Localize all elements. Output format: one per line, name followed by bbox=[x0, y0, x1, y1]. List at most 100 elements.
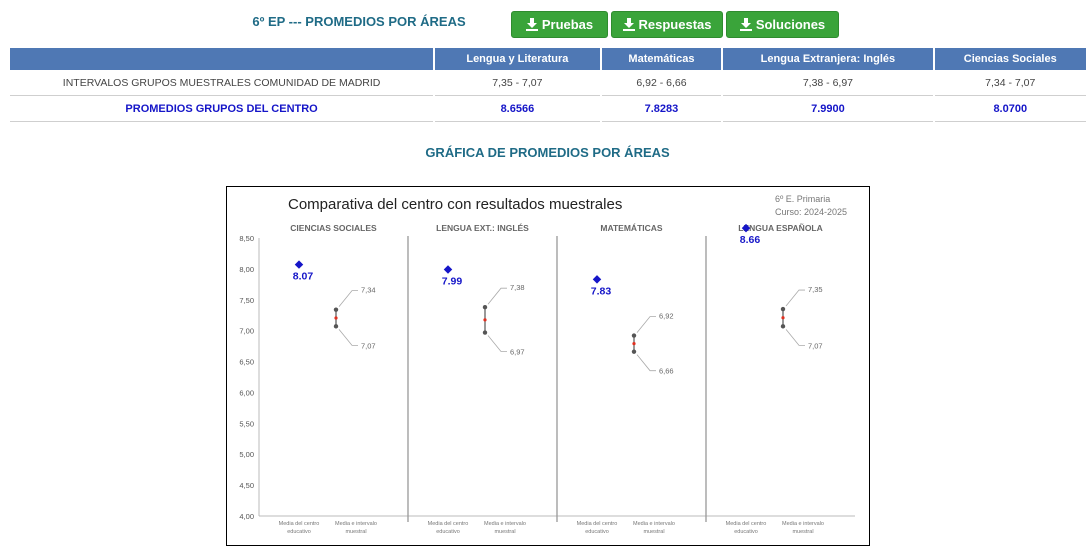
page-title: 6º EP --- PROMEDIOS POR ÁREAS bbox=[252, 14, 466, 29]
y-tick-label: 7,50 bbox=[239, 296, 254, 305]
x-category-label: educativo bbox=[585, 529, 609, 535]
panel-title: LENGUA EXT.: INGLÉS bbox=[436, 223, 529, 233]
respuestas-button[interactable]: Respuestas bbox=[611, 11, 723, 38]
x-category-label: Media del centro bbox=[577, 521, 618, 527]
x-category-label: Media del centro bbox=[428, 521, 469, 527]
panel-title: LENGUA ESPAÑOLA bbox=[738, 223, 823, 233]
x-category-label: muestral bbox=[345, 529, 366, 535]
interval-mean-point bbox=[781, 316, 785, 320]
chart-title: Comparativa del centro con resultados mu… bbox=[288, 196, 622, 213]
table-cell: 7,38 - 6,97 bbox=[723, 70, 933, 96]
y-tick-label: 6,50 bbox=[239, 358, 254, 367]
y-tick-label: 6,00 bbox=[239, 388, 254, 397]
interval-min-label: 6,97 bbox=[510, 348, 525, 357]
centro-value-label: 7.83 bbox=[591, 285, 612, 297]
pruebas-label: Pruebas bbox=[541, 17, 594, 32]
interval-mean-point bbox=[334, 316, 338, 320]
x-category-label: Media e intervalo bbox=[782, 521, 824, 527]
table-cell: 6,92 - 6,66 bbox=[601, 70, 722, 96]
soluciones-label: Soluciones bbox=[755, 17, 826, 32]
centro-marker bbox=[443, 265, 453, 274]
x-category-label: educativo bbox=[734, 529, 758, 535]
header-blank bbox=[10, 48, 434, 70]
interval-max-label: 7,34 bbox=[361, 286, 376, 295]
table-cell: 7.8283 bbox=[601, 96, 722, 122]
min-leader-line bbox=[785, 329, 805, 346]
chart-svg: Comparativa del centro con resultados mu… bbox=[239, 194, 855, 535]
column-header: Lengua Extranjera: Inglés bbox=[723, 48, 933, 70]
x-category-label: educativo bbox=[436, 529, 460, 535]
respuestas-label: Respuestas bbox=[638, 17, 712, 32]
column-header: Lengua y Literatura bbox=[435, 48, 600, 70]
centro-marker bbox=[592, 275, 602, 284]
y-tick-label: 4,00 bbox=[239, 512, 254, 521]
interval-max-point bbox=[333, 307, 339, 312]
table-header-row: Lengua y Literatura Matemáticas Lengua E… bbox=[10, 48, 1086, 70]
y-tick-label: 8,50 bbox=[239, 234, 254, 243]
table-row: PROMEDIOS GRUPOS DEL CENTRO 8.6566 7.828… bbox=[10, 96, 1086, 122]
x-category-label: Media e intervalo bbox=[484, 521, 526, 527]
centro-value-label: 8.66 bbox=[740, 234, 761, 246]
download-icon bbox=[622, 18, 635, 31]
x-category-label: Media e intervalo bbox=[633, 521, 675, 527]
panel-title: CIENCIAS SOCIALES bbox=[290, 223, 377, 233]
x-category-label: Media del centro bbox=[279, 521, 320, 527]
results-table: Lengua y Literatura Matemáticas Lengua E… bbox=[8, 48, 1088, 122]
row-label: PROMEDIOS GRUPOS DEL CENTRO bbox=[10, 96, 434, 122]
interval-max-label: 6,92 bbox=[659, 312, 674, 321]
max-leader-line bbox=[636, 316, 656, 333]
x-category-label: Media del centro bbox=[726, 521, 767, 527]
chart-subtitle: 6º E. Primaria bbox=[775, 194, 830, 204]
interval-min-label: 6,66 bbox=[659, 367, 674, 376]
chart-subtitle: Curso: 2024-2025 bbox=[775, 207, 847, 217]
interval-min-label: 7,07 bbox=[361, 341, 376, 350]
pruebas-button[interactable]: Pruebas bbox=[511, 11, 608, 38]
min-leader-line bbox=[487, 335, 507, 352]
max-leader-line bbox=[487, 287, 507, 305]
download-icon bbox=[739, 18, 752, 31]
centro-value-label: 7.99 bbox=[442, 276, 463, 288]
interval-min-point bbox=[780, 324, 786, 329]
row-label: INTERVALOS GRUPOS MUESTRALES COMUNIDAD D… bbox=[10, 70, 434, 96]
interval-min-label: 7,07 bbox=[808, 341, 823, 350]
interval-max-point bbox=[780, 306, 786, 312]
table-row: INTERVALOS GRUPOS MUESTRALES COMUNIDAD D… bbox=[10, 70, 1086, 96]
soluciones-button[interactable]: Soluciones bbox=[726, 11, 839, 38]
y-tick-label: 8,00 bbox=[239, 265, 254, 274]
min-leader-line bbox=[338, 329, 358, 346]
centro-marker bbox=[294, 260, 304, 269]
interval-max-label: 7,35 bbox=[808, 285, 823, 294]
x-category-label: muestral bbox=[792, 529, 813, 535]
interval-min-point bbox=[631, 349, 637, 354]
interval-max-point bbox=[631, 333, 637, 338]
interval-mean-point bbox=[632, 342, 636, 346]
panel-title: MATEMÁTICAS bbox=[600, 223, 662, 233]
comparison-chart: Comparativa del centro con resultados mu… bbox=[226, 186, 870, 546]
interval-min-point bbox=[333, 324, 339, 329]
column-header: Matemáticas bbox=[601, 48, 722, 70]
max-leader-line bbox=[785, 289, 805, 307]
centro-value-label: 8.07 bbox=[293, 271, 314, 283]
y-tick-label: 4,50 bbox=[239, 481, 254, 490]
x-category-label: muestral bbox=[494, 529, 515, 535]
section-title: GRÁFICA DE PROMEDIOS POR ÁREAS bbox=[425, 145, 670, 160]
x-category-label: Media e intervalo bbox=[335, 521, 377, 527]
table-cell: 7,35 - 7,07 bbox=[435, 70, 600, 96]
y-tick-label: 5,50 bbox=[239, 419, 254, 428]
x-category-label: muestral bbox=[643, 529, 664, 535]
interval-max-point bbox=[482, 304, 488, 310]
table-cell: 7,34 - 7,07 bbox=[934, 70, 1086, 96]
column-header: Ciencias Sociales bbox=[934, 48, 1086, 70]
download-icon bbox=[525, 18, 538, 31]
interval-max-label: 7,38 bbox=[510, 283, 525, 292]
max-leader-line bbox=[338, 290, 358, 307]
table-cell: 7.9900 bbox=[723, 96, 933, 122]
table-cell: 8.6566 bbox=[435, 96, 600, 122]
x-category-label: educativo bbox=[287, 529, 311, 535]
y-tick-label: 7,00 bbox=[239, 327, 254, 336]
y-tick-label: 5,00 bbox=[239, 450, 254, 459]
min-leader-line bbox=[636, 354, 656, 372]
interval-mean-point bbox=[483, 318, 487, 322]
interval-min-point bbox=[482, 330, 488, 335]
table-cell: 8.0700 bbox=[934, 96, 1086, 122]
